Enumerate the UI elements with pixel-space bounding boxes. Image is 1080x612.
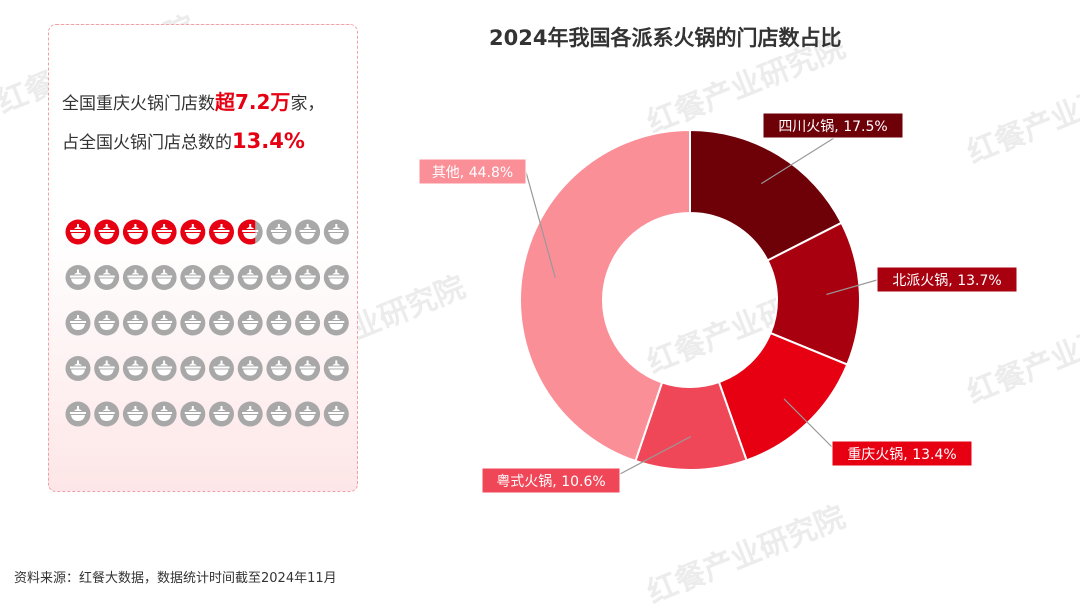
- leader-line: [619, 435, 692, 475]
- hotpot-icon: [295, 356, 321, 381]
- slice-label-box: [481, 467, 621, 494]
- hotpot-icon: [122, 401, 148, 427]
- slice-label: 粤式火锅, 10.6%: [496, 474, 605, 490]
- hotpot-icon-grid: [65, 219, 349, 427]
- leader-line: [783, 398, 836, 451]
- hotpot-icon: [295, 401, 321, 427]
- hotpot-icon: [151, 356, 177, 381]
- hotpot-icon: [209, 401, 234, 427]
- hotpot-icon: [266, 401, 292, 427]
- hotpot-icon: [122, 356, 148, 381]
- hotpot-icon: [122, 219, 148, 245]
- slice-label: 重庆火锅, 13.4%: [847, 447, 956, 463]
- hotpot-icon: [122, 310, 148, 336]
- hotpot-icon: [295, 265, 321, 290]
- hotpot-icon: [94, 401, 120, 427]
- hotpot-icon: [180, 310, 206, 336]
- slice-label-box: [418, 158, 527, 185]
- hotpot-icon: [266, 265, 292, 290]
- hotpot-icon: [266, 219, 292, 245]
- hotpot-icon: [180, 265, 206, 290]
- statement-prefix: 全国重庆火锅门店数: [62, 94, 215, 114]
- hotpot-icon: [151, 401, 177, 427]
- hotpot-icon: [237, 219, 256, 245]
- hotpot-icon: [237, 265, 263, 290]
- leader-line: [761, 137, 835, 185]
- slice-labels: 四川火锅, 17.5% 北派火锅, 13.7% 重庆火锅, 13.4% 粤式火锅, 1…: [418, 112, 1018, 494]
- hotpot-icon: [209, 265, 234, 290]
- hotpot-icon: [266, 310, 292, 336]
- statement-suffix: 家，: [290, 94, 325, 114]
- hotpot-icon: [180, 356, 206, 381]
- hotpot-icon: [94, 356, 120, 381]
- hotpot-icon: [266, 356, 292, 381]
- hotpot-icon: [65, 401, 91, 427]
- hotpot-icon: [209, 310, 234, 336]
- hotpot-icon: [180, 401, 206, 427]
- slice-label-box: [831, 440, 973, 467]
- leader-line: [525, 171, 556, 278]
- hotpot-icon: [65, 356, 91, 381]
- hotpot-icon: [323, 265, 349, 290]
- hotpot-icon: [237, 401, 263, 427]
- hotpot-icon: [295, 219, 321, 245]
- hotpot-icon: [65, 310, 91, 336]
- hotpot-icon: [237, 310, 263, 336]
- hotpot-icon: [237, 356, 263, 381]
- hotpot-icon: [65, 219, 91, 245]
- hotpot-icon: [94, 219, 120, 245]
- store-count-highlight: 超7.2万: [215, 90, 291, 114]
- share-statement: 占全国火锅门店总数的13.4%: [62, 128, 305, 153]
- hotpot-icon: [323, 219, 349, 245]
- hotpot-icon: [94, 265, 120, 290]
- slice-label-box: [762, 112, 904, 139]
- donut-slice: [689, 128, 843, 262]
- donut-slices: [519, 128, 861, 471]
- hotpot-icon: [151, 265, 177, 290]
- hotpot-icon: [209, 356, 234, 381]
- hotpot-icon: [65, 265, 91, 290]
- slice-label: 其他, 44.8%: [432, 165, 513, 181]
- leader-line: [826, 279, 878, 296]
- hotpot-icon: [151, 219, 177, 245]
- hotpot-icon: [295, 310, 321, 336]
- hotpot-icon: [323, 356, 349, 381]
- hotpot-icon: [323, 401, 349, 427]
- source-note: 资料来源：红餐大数据，数据统计时间截至2024年11月: [14, 571, 337, 586]
- chart-title: 2024年我国各派系火锅的门店数占比: [489, 26, 842, 50]
- slice-label: 北派火锅, 13.7%: [892, 273, 1001, 289]
- hotpot-icon: [209, 219, 234, 245]
- share-prefix: 占全国火锅门店总数的: [62, 133, 232, 153]
- share-highlight: 13.4%: [232, 129, 305, 153]
- hotpot-icon: [180, 219, 206, 245]
- donut-slice: [519, 128, 691, 463]
- hotpot-icon: [122, 265, 148, 290]
- slice-label: 四川火锅, 17.5%: [778, 119, 887, 135]
- hotpot-icon: [94, 310, 120, 336]
- slice-label-box: [876, 266, 1018, 293]
- hotpot-icon: [151, 310, 177, 336]
- hotpot-icon: [323, 310, 349, 336]
- store-count-statement: 全国重庆火锅门店数超7.2万家，: [62, 86, 324, 115]
